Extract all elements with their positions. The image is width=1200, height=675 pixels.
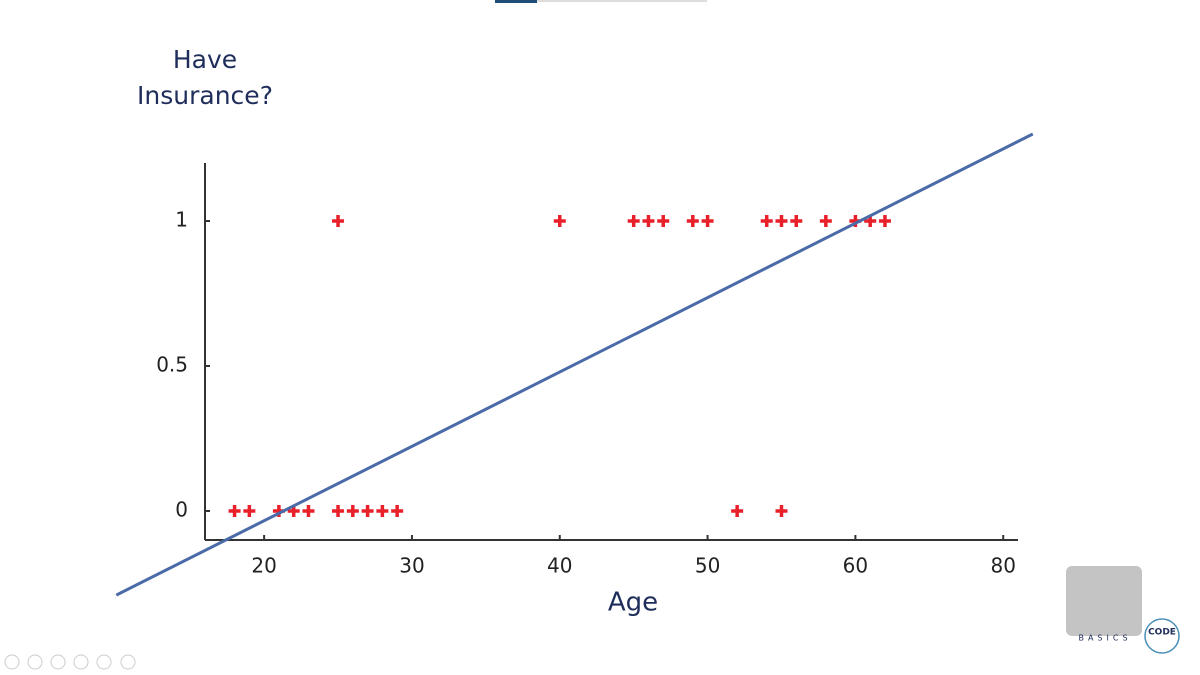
point [775,215,788,227]
x-tick-label: 20 [251,554,276,578]
fit-line [115,132,1034,597]
nav-button[interactable] [50,654,66,670]
point [332,505,345,517]
progress-track [537,0,707,2]
x-tick-label: 50 [695,554,720,578]
x-tick-label: 60 [843,554,868,578]
x-tick-label: 30 [399,554,424,578]
nav-button[interactable] [4,654,20,670]
point [243,505,256,517]
nav-button[interactable] [96,654,112,670]
point [361,505,374,517]
point [553,215,566,227]
point [391,505,404,517]
blurred-thumbnail [1066,566,1142,636]
point [657,215,670,227]
point [686,215,699,227]
logo-text: CODE [1148,628,1176,638]
x-tick-label: 80 [990,554,1015,578]
y-axis-label: Have [173,45,237,74]
point [775,505,788,517]
y-axis-label: Insurance? [137,81,273,110]
point [627,215,640,227]
y-tick-label: 1 [175,208,188,232]
nav-button[interactable] [27,654,43,670]
point [760,215,773,227]
point [701,215,714,227]
x-tick-label: 40 [547,554,572,578]
point [346,505,359,517]
slide-nav [4,654,136,670]
point [731,505,744,517]
point [332,215,345,227]
logo-subtext: BASICS [1078,634,1131,643]
point [376,505,389,517]
point [819,215,832,227]
point [302,505,315,517]
logo-badge [1144,618,1180,654]
point [228,505,241,517]
y-tick-label: 0 [175,498,188,522]
nav-button[interactable] [73,654,89,670]
point [642,215,655,227]
x-axis-label: Age [608,588,658,618]
point [878,215,891,227]
point [790,215,803,227]
y-tick-label: 0.5 [156,353,188,377]
nav-button[interactable] [120,654,136,670]
progress-bar [495,0,537,3]
